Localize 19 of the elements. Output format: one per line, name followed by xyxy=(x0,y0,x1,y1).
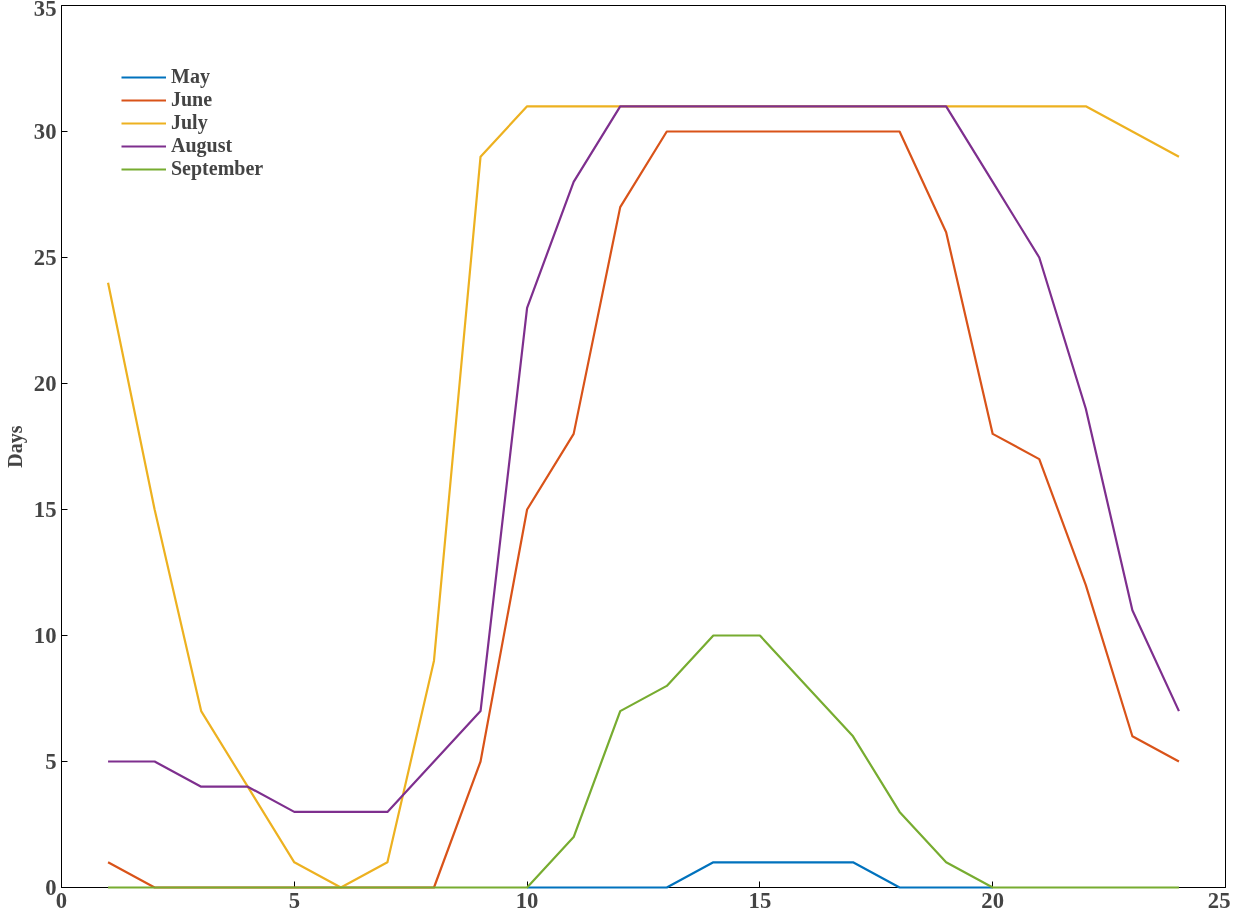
x-tick-label: 25 xyxy=(1207,887,1231,913)
x-tick-label: 20 xyxy=(981,887,1005,913)
y-tick-label: 30 xyxy=(33,119,57,144)
y-tick-label: 15 xyxy=(33,497,57,522)
y-tick-label: 5 xyxy=(45,749,57,774)
legend-label: May xyxy=(171,65,210,88)
line-series xyxy=(106,634,1181,889)
y-axis-title: Days xyxy=(3,425,27,468)
y-tick-label: 20 xyxy=(33,371,57,396)
x-tick-label: 5 xyxy=(288,887,300,913)
y-tick-label: 25 xyxy=(33,245,57,270)
y-tick-label: 10 xyxy=(33,623,57,648)
legend-label: August xyxy=(171,134,233,157)
legend-label: September xyxy=(171,157,264,180)
legend-label: July xyxy=(171,111,208,134)
x-tick-label: 10 xyxy=(515,887,539,913)
x-tick-label: 15 xyxy=(748,887,772,913)
y-tick-label: 35 xyxy=(33,0,57,21)
legend-label: June xyxy=(171,88,213,111)
